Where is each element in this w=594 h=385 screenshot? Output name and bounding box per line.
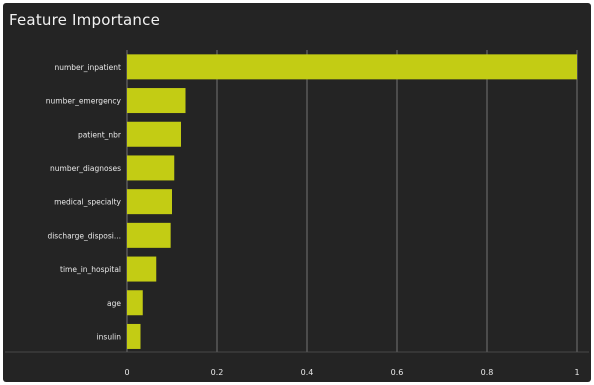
category-label: discharge_disposi... xyxy=(47,231,121,240)
x-tick-label: 0.2 xyxy=(211,368,224,377)
category-label: number_diagnoses xyxy=(50,164,121,173)
bar xyxy=(127,54,577,80)
bar xyxy=(127,222,171,248)
x-tick-label: 0.4 xyxy=(301,368,314,377)
category-label: number_inpatient xyxy=(54,63,121,72)
x-tick-label: 0 xyxy=(124,368,129,377)
chart-title: Feature Importance xyxy=(9,11,161,29)
x-tick-label: 0.6 xyxy=(391,368,404,377)
bar xyxy=(127,121,181,147)
x-tick-label: 0.8 xyxy=(481,368,494,377)
category-labels: number_inpatient number_emergency patient_… xyxy=(46,63,122,342)
x-tick-labels: 0 0.2 0.4 0.6 0.8 1 xyxy=(124,368,579,377)
category-label: age xyxy=(107,299,121,308)
bars xyxy=(127,54,577,349)
category-label: patient_nbr xyxy=(78,130,122,139)
bar xyxy=(127,155,175,181)
category-label: insulin xyxy=(97,332,122,341)
category-label: number_emergency xyxy=(46,97,122,106)
bar xyxy=(127,290,143,316)
category-label: time_in_hospital xyxy=(60,265,121,274)
bar xyxy=(127,323,141,349)
category-label: medical_specialty xyxy=(54,198,121,207)
bar xyxy=(127,88,186,114)
bar xyxy=(127,189,172,215)
bar xyxy=(127,256,157,282)
x-tick-label: 1 xyxy=(574,368,579,377)
